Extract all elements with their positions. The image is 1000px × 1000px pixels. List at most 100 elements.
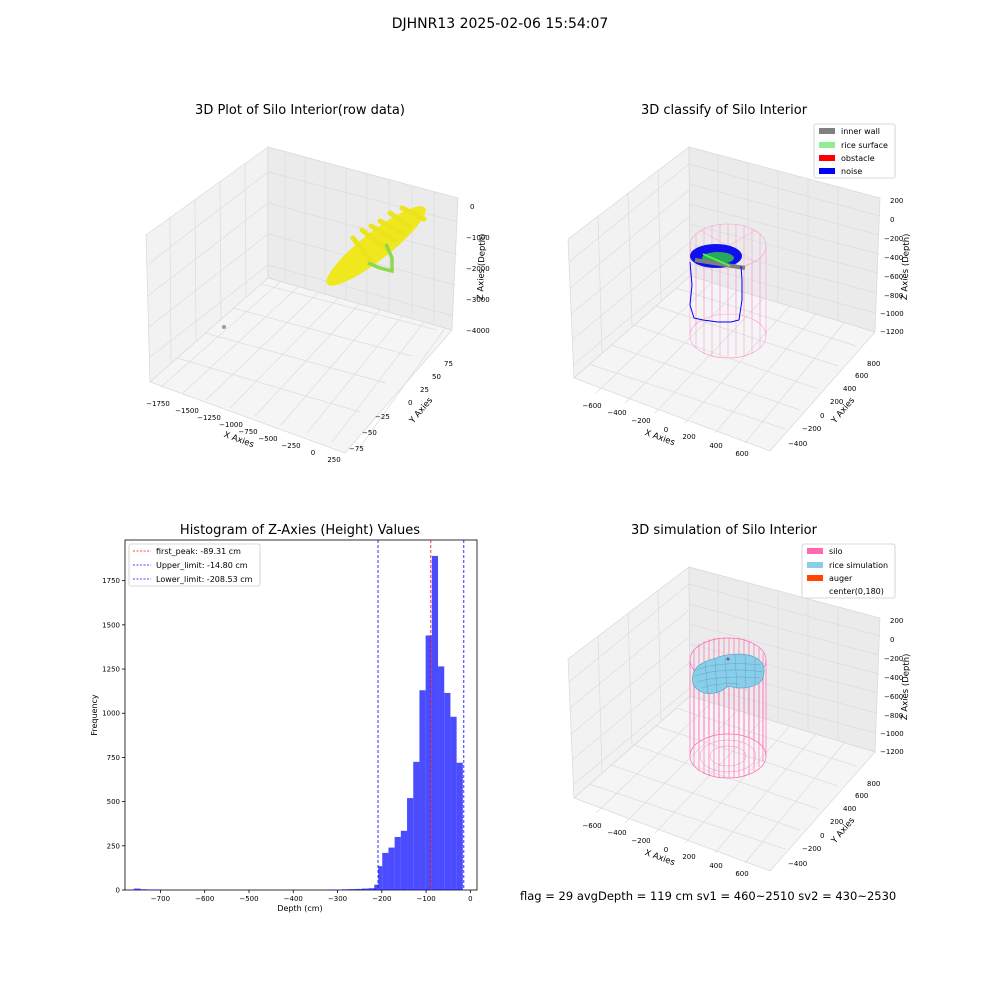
classify-legend: inner wall rice surface obstacle noise <box>813 123 896 179</box>
simulation-plot-title: 3D simulation of Silo Interior <box>631 523 817 538</box>
classify-ztick: 0 <box>890 216 894 224</box>
legend-label-auger: auger <box>829 574 853 583</box>
raw-xtick: −250 <box>281 442 300 450</box>
raw-ztick: −3000 <box>466 296 490 304</box>
histogram-xtick-label: −300 <box>328 895 347 903</box>
raw-xtick: 250 <box>327 456 340 464</box>
histogram-ytick-label: 1250 <box>102 666 120 674</box>
simulation-ztick: −600 <box>884 693 903 701</box>
legend-label-upper-limit: Upper_limit: -14.80 cm <box>156 561 248 570</box>
simulation-ztick: −800 <box>884 712 903 720</box>
classify-ytick: 600 <box>855 372 868 380</box>
legend-label-rice-simulation: rice simulation <box>829 561 888 570</box>
histogram-bar <box>407 798 414 890</box>
classify-ylabel: Y Axies <box>829 395 857 426</box>
legend-label-lower-limit: Lower_limit: -208.53 cm <box>156 575 253 584</box>
raw-zlabel: Z Axies (Depth) <box>476 233 488 300</box>
histogram-bar <box>147 889 161 890</box>
simulation-legend: silo rice simulation auger center(0,180) <box>801 543 896 599</box>
histogram-ytick-label: 0 <box>116 887 120 895</box>
histogram-legend: first_peak: -89.31 cm Upper_limit: -14.8… <box>128 543 261 587</box>
simulation-ytick: −400 <box>788 860 807 868</box>
simulation-ztick: 0 <box>890 636 894 644</box>
simulation-xtick: 200 <box>682 853 695 861</box>
histogram-ylabel: Frequency <box>90 694 99 736</box>
simulation-ytick: 0 <box>820 832 824 840</box>
histogram-bar <box>456 762 463 890</box>
raw-xtick: −500 <box>258 435 277 443</box>
raw-ytick: −25 <box>375 413 390 421</box>
simulation-xlabel: X Axies <box>643 848 676 868</box>
classify-ytick: 0 <box>820 412 824 420</box>
histogram-xtick-label: −600 <box>195 895 214 903</box>
simulation-ytick: 400 <box>843 805 856 813</box>
classify-xtick: 0 <box>664 426 668 434</box>
raw-xtick: 0 <box>311 449 315 457</box>
status-footer: flag = 29 avgDepth = 119 cm sv1 = 460~25… <box>520 889 897 903</box>
legend-swatch-silo <box>807 548 823 554</box>
classify-ytick: −200 <box>802 425 821 433</box>
raw-ztick: 0 <box>470 203 474 211</box>
histogram-bar <box>425 635 432 890</box>
simulation-zlabel: Z Axies (Depth) <box>900 653 912 720</box>
histogram-xtick-label: −700 <box>151 895 170 903</box>
classify-xtick: 600 <box>735 450 748 458</box>
classify-xtick: −600 <box>582 402 601 410</box>
simulation-ytick: 200 <box>830 818 843 826</box>
figure-title: DJHNR13 2025-02-06 15:54:07 <box>391 16 609 32</box>
histogram-ytick-label: 1000 <box>102 710 120 718</box>
histogram-xtick-label: −400 <box>284 895 303 903</box>
raw-xtick: −1750 <box>146 400 170 408</box>
histogram-bar <box>431 555 439 890</box>
histogram-xticks: −700 −600 −500 −400 −300 −200 −100 0 <box>151 890 473 903</box>
legend-swatch-rice-simulation <box>807 562 823 568</box>
raw-ylabel: Y Axies <box>407 395 435 426</box>
histogram-xtick-label: 0 <box>468 895 472 903</box>
classify-ytick: −400 <box>788 440 807 448</box>
legend-swatch-obstacle <box>819 155 835 161</box>
simulation-3d-panes <box>567 566 881 872</box>
simulation-ztick: −400 <box>884 674 903 682</box>
raw-ytick: −50 <box>362 429 377 437</box>
simulation-xtick: −600 <box>582 822 601 830</box>
simulation-ylabel: Y Axies <box>829 815 857 846</box>
raw-xlabel: X Axies <box>222 430 255 450</box>
legend-swatch-inner-wall <box>819 128 835 134</box>
classify-3d-panes <box>567 146 881 452</box>
simulation-rice-surface <box>692 653 765 695</box>
classify-ztick: −800 <box>884 292 903 300</box>
simulation-xtick: −400 <box>607 829 626 837</box>
legend-label-center: center(0,180) <box>829 587 884 596</box>
simulation-ztick: −1200 <box>880 748 904 756</box>
histogram-xtick-label: −500 <box>239 895 258 903</box>
legend-label-silo: silo <box>829 547 843 556</box>
raw-ztick: −2000 <box>466 265 490 273</box>
histogram-bar <box>140 889 148 890</box>
raw-3d-panes <box>145 146 459 454</box>
histogram-ytick-label: 1750 <box>102 577 120 585</box>
simulation-silo-wire <box>689 637 767 779</box>
histogram-bar <box>382 852 389 890</box>
histogram-xtick-label: −200 <box>372 895 391 903</box>
histogram-ytick-label: 1500 <box>102 621 120 629</box>
histogram-bars <box>133 555 463 890</box>
classify-xtick: −200 <box>631 417 650 425</box>
histogram-bar <box>388 847 395 890</box>
histogram-bar <box>374 884 379 890</box>
classify-point-cloud <box>689 244 746 323</box>
raw-ytick: 25 <box>420 386 429 394</box>
histogram-bar <box>438 666 445 890</box>
histogram-frame <box>124 539 478 891</box>
simulation-xtick: 400 <box>709 862 722 870</box>
histogram-ytick-label: 250 <box>107 842 120 850</box>
simulation-xtick: −200 <box>631 837 650 845</box>
legend-label-obstacle: obstacle <box>841 154 875 163</box>
simulation-xtick: 600 <box>735 870 748 878</box>
histogram-title: Histogram of Z-Axies (Height) Values <box>179 523 421 538</box>
simulation-ytick: −200 <box>802 845 821 853</box>
histogram-bar <box>341 889 349 890</box>
simulation-ztick: −200 <box>884 655 903 663</box>
